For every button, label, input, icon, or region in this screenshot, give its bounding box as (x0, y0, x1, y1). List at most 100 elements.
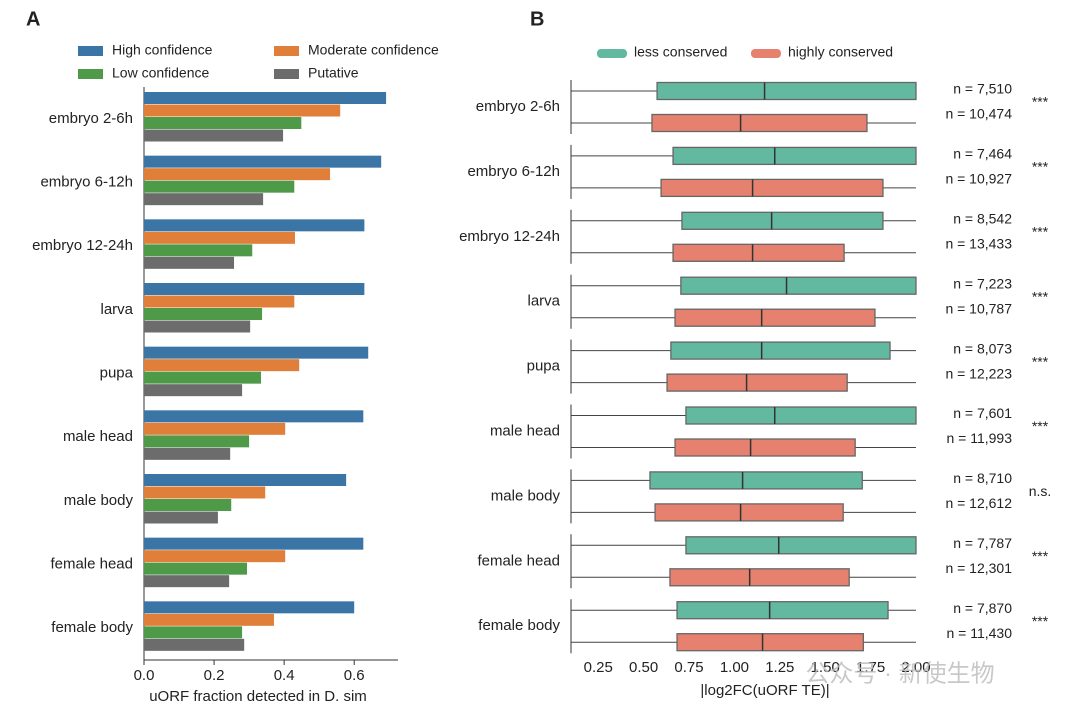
y-tick-label: embryo 6-12h (40, 173, 133, 190)
panel-title: B (530, 8, 544, 30)
box (685, 406, 917, 425)
legend-swatch (78, 69, 103, 79)
legend-swatch (274, 46, 299, 56)
y-tick-label: male head (490, 422, 560, 439)
bar (144, 447, 231, 460)
significance: *** (1032, 548, 1049, 564)
x-tick-label: 1.25 (765, 659, 794, 676)
y-tick-label: female body (51, 619, 133, 636)
panel-title: A (26, 8, 40, 30)
bar (144, 104, 341, 117)
x-tick-label: 0.6 (344, 667, 365, 684)
bar (144, 511, 218, 524)
x-tick-label: 2.00 (901, 659, 930, 676)
n-label: n = 8,542 (953, 211, 1012, 227)
y-tick-label: female body (478, 617, 560, 634)
n-label: n = 10,474 (945, 106, 1012, 122)
bar (144, 283, 365, 295)
n-label: n = 7,464 (953, 146, 1012, 162)
box (672, 146, 917, 166)
n-label: n = 12,612 (945, 495, 1012, 511)
bar (144, 219, 365, 232)
watermark: 公众号 · 新使生物 (805, 660, 994, 687)
box (666, 373, 848, 392)
n-label: n = 7,510 (953, 81, 1012, 97)
n-label: n = 7,223 (953, 275, 1012, 291)
bar (144, 359, 300, 372)
bar (144, 613, 274, 626)
legend-swatch (274, 69, 299, 79)
n-label: n = 7,870 (953, 600, 1012, 616)
legend-label: Moderate confidence (308, 42, 439, 58)
y-tick-label: larva (527, 293, 560, 310)
n-label: n = 10,927 (945, 171, 1012, 187)
bar (144, 193, 264, 206)
box (676, 601, 889, 620)
n-label: n = 7,601 (953, 405, 1012, 421)
y-tick-label: larva (100, 301, 133, 318)
box (681, 211, 884, 230)
y-tick-label: embryo 12-24h (459, 228, 560, 245)
box (654, 503, 844, 522)
x-tick-label: 0.0 (134, 667, 155, 684)
legend-label: Low confidence (112, 65, 210, 81)
x-tick-label: 0.4 (274, 667, 295, 684)
bar (144, 180, 295, 193)
bar (144, 499, 232, 511)
bar (144, 244, 253, 257)
bar (144, 575, 230, 588)
n-label: n = 11,430 (946, 625, 1012, 641)
bar (144, 371, 262, 384)
x-tick-label: 0.50 (629, 659, 658, 676)
bar (144, 231, 295, 244)
bar (144, 550, 286, 563)
n-label: n = 8,710 (953, 470, 1012, 486)
bar (144, 92, 387, 104)
legend-label: High confidence (112, 42, 213, 58)
box (651, 113, 868, 133)
x-tick-label: 0.75 (674, 659, 703, 676)
bar (144, 422, 286, 435)
x-tick-label: 0.25 (584, 659, 613, 676)
n-label: n = 8,073 (953, 340, 1012, 356)
bar (144, 129, 284, 142)
y-tick-label: embryo 6-12h (467, 163, 560, 180)
n-label: n = 12,301 (945, 560, 1012, 576)
bar (144, 308, 263, 320)
x-axis-label: |log2FC(uORF TE)| (700, 682, 829, 699)
x-tick-label: 1.75 (856, 659, 885, 676)
legend-swatch (751, 49, 781, 58)
legend-label: less conserved (634, 44, 727, 60)
y-tick-label: embryo 2-6h (476, 98, 560, 115)
box (672, 243, 845, 262)
n-label: n = 11,993 (946, 430, 1012, 446)
bar (144, 117, 302, 129)
y-tick-label: male body (64, 492, 134, 509)
bar (144, 168, 331, 181)
significance: *** (1032, 418, 1049, 434)
bar (144, 537, 364, 550)
significance: *** (1032, 613, 1049, 629)
y-tick-label: pupa (527, 358, 561, 375)
y-tick-label: female head (50, 555, 133, 572)
box (670, 341, 891, 360)
x-axis-label: uORF fraction detected in D. sim (149, 688, 367, 705)
significance: *** (1032, 94, 1049, 110)
box (674, 308, 876, 327)
significance: *** (1032, 288, 1049, 304)
y-tick-label: male head (63, 428, 133, 445)
legend-label: Putative (308, 65, 359, 81)
box (676, 633, 864, 652)
bar (144, 638, 245, 651)
bar (144, 626, 243, 639)
bar (144, 562, 248, 575)
y-tick-label: embryo 2-6h (49, 110, 133, 127)
legend-label: highly conserved (788, 44, 893, 60)
n-label: n = 12,223 (945, 365, 1012, 381)
significance: n.s. (1029, 483, 1052, 499)
box (680, 276, 917, 295)
bar (144, 410, 364, 423)
bar (144, 295, 295, 308)
bar (144, 474, 347, 486)
